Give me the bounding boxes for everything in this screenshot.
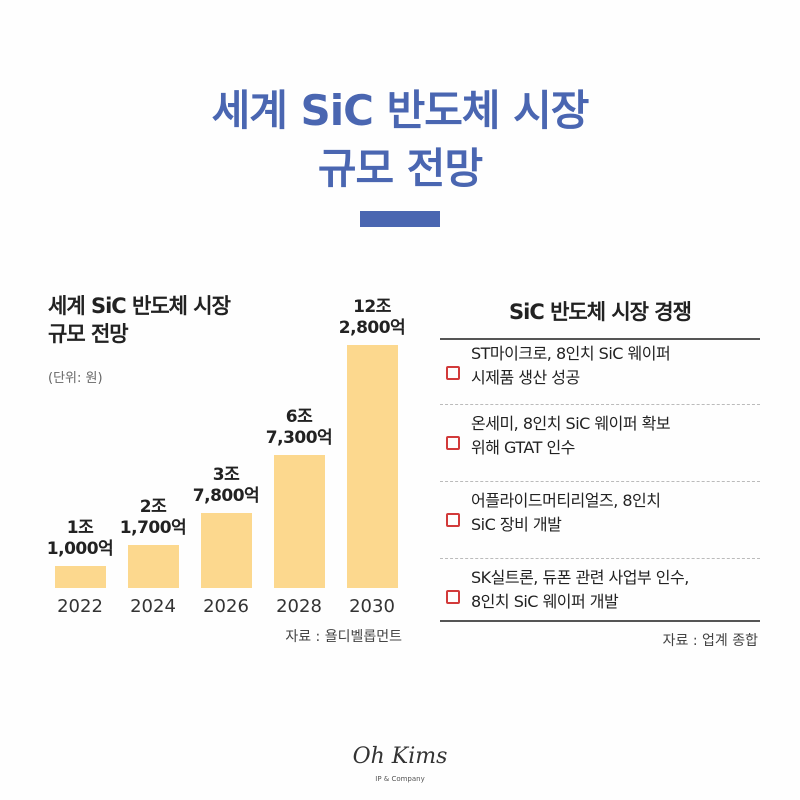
chart-source: 자료 : 욜디벨롭먼트: [285, 629, 402, 645]
x-tick-label: 2028: [276, 596, 322, 617]
panel-item: SK실트론, 듀폰 관련 사업부 인수, 8인치 SiC 웨이퍼 개발: [471, 568, 689, 611]
separator: [440, 558, 760, 559]
panel-rule: [440, 620, 760, 622]
separator: [440, 404, 760, 405]
value-label: 1조 1,000억: [46, 518, 114, 560]
bar: [273, 454, 325, 588]
check-icon: [446, 436, 460, 450]
x-tick-label: 2030: [349, 596, 395, 617]
bar: [346, 345, 398, 588]
separator: [440, 481, 760, 482]
value-label: 6조 7,300억: [265, 406, 333, 448]
title-rule: [360, 211, 440, 227]
value-label: 2조 1,700억: [119, 497, 187, 539]
value-label: 12조 2,800억: [338, 297, 406, 338]
bar: [54, 566, 106, 588]
check-icon: [446, 513, 460, 527]
chart-title: 세계 SiC 반도체 시장 규모 전망: [48, 294, 231, 346]
chart-subtitle: (단위: 원): [48, 371, 103, 386]
tagline: IP & Company: [375, 775, 425, 783]
check-icon: [446, 366, 460, 380]
panel-source: 자료 : 업계 종합: [662, 633, 758, 649]
bar: [200, 513, 252, 588]
value-label: 3조 7,800억: [192, 465, 260, 507]
main-title: 세계 SiC 반도체 시장 규모 전망: [211, 86, 590, 193]
x-tick-label: 2024: [130, 596, 176, 617]
bar: [127, 545, 179, 588]
panel-item: 어플라이드머티리얼즈, 8인치 SiC 장비 개발: [471, 491, 661, 534]
panel-title: SiC 반도체 시장 경쟁: [509, 300, 692, 324]
logo: Oh Kims: [352, 744, 448, 769]
x-tick-label: 2022: [57, 596, 103, 617]
panel-item: ST마이크로, 8인치 SiC 웨이퍼 시제품 생산 성공: [471, 344, 671, 387]
check-icon: [446, 590, 460, 604]
panel-item: 온세미, 8인치 SiC 웨이퍼 확보 위해 GTAT 인수: [471, 414, 671, 457]
panel-rule: [440, 338, 760, 340]
x-tick-label: 2026: [203, 596, 249, 617]
